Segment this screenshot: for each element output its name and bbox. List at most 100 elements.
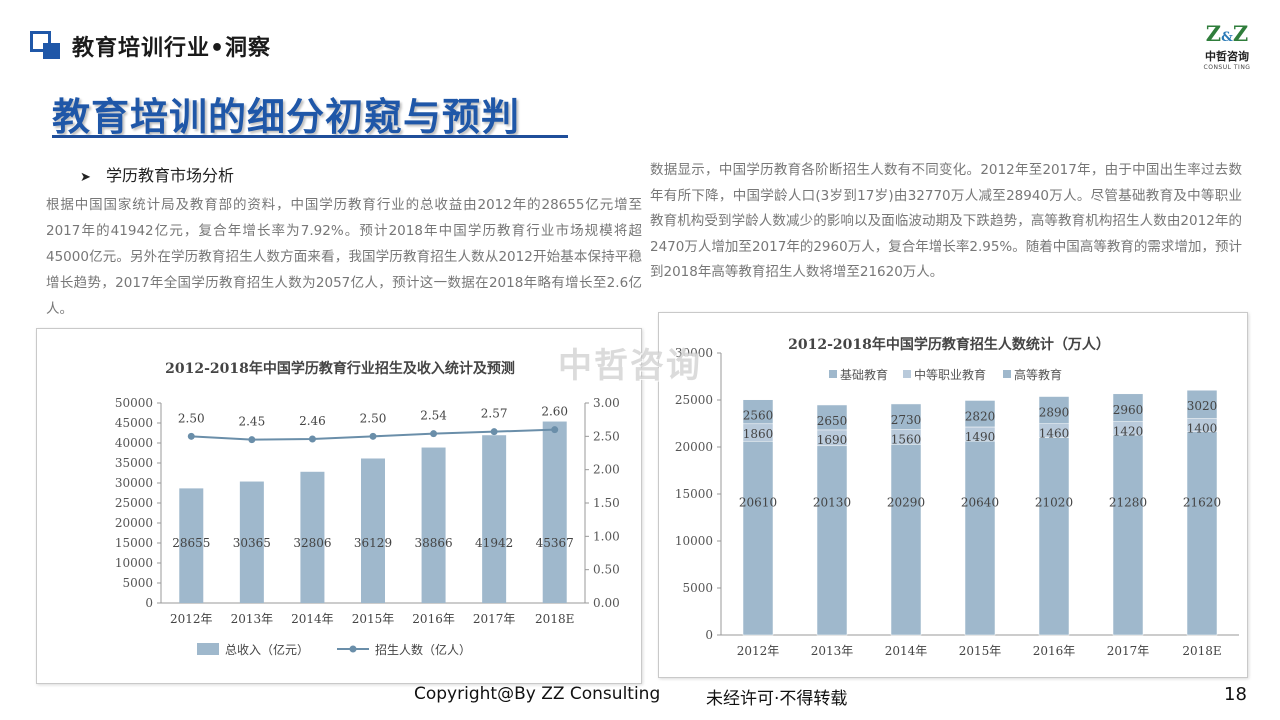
line-value-label: 2.50 bbox=[360, 411, 387, 425]
segment-value-label: 21020 bbox=[1035, 495, 1073, 509]
enrollment-stacked-chart-svg: 2012-2018年中国学历教育招生人数统计（万人） 基础教育 中等职业教育 高等教育… bbox=[675, 336, 1239, 658]
stacked-bar-segment bbox=[816, 404, 848, 431]
line-value-label: 2.57 bbox=[481, 407, 508, 421]
y2-tick-label: 0.50 bbox=[593, 563, 620, 577]
x-tick-label: 2017年 bbox=[1107, 644, 1150, 658]
segment-value-label: 2890 bbox=[1039, 406, 1070, 420]
x-tick-label: 2016年 bbox=[1033, 644, 1076, 658]
segment-value-label: 20290 bbox=[887, 495, 925, 509]
stacked-bar-segment bbox=[890, 403, 922, 430]
right-paragraph: 数据显示，中国学历教育各阶断招生人数有不同变化。2012年至2017年，由于中国… bbox=[650, 162, 1242, 280]
y2-tick-label: 3.00 bbox=[593, 396, 620, 410]
legend-swatch bbox=[1003, 370, 1011, 378]
segment-value-label: 1560 bbox=[891, 433, 922, 447]
x-tick-label: 2017年 bbox=[473, 612, 516, 626]
y-tick-label: 35000 bbox=[115, 456, 153, 470]
legend-label: 高等教育 bbox=[1014, 367, 1062, 382]
line-point bbox=[308, 435, 316, 443]
segment-value-label: 20610 bbox=[739, 495, 777, 509]
segment-value-label: 21620 bbox=[1183, 495, 1221, 509]
y-tick-label: 30000 bbox=[115, 476, 153, 490]
stacked-bar-segment bbox=[964, 440, 996, 636]
chart-title: 2012-2018年中国学历教育招生人数统计（万人） bbox=[788, 336, 1110, 353]
legend-marker-enrollment bbox=[349, 645, 357, 653]
page-title: 教育培训的细分初窥与预判 bbox=[52, 95, 521, 139]
arrow-bullet-icon: ➤ bbox=[80, 170, 91, 185]
y2-tick-label: 0.00 bbox=[593, 596, 620, 610]
x-tick-label: 2015年 bbox=[352, 612, 395, 626]
segment-value-label: 1490 bbox=[965, 430, 996, 444]
stacked-bar-segment bbox=[742, 399, 774, 425]
bar-value-label: 36129 bbox=[354, 536, 392, 550]
y-tick-label: 5000 bbox=[682, 581, 713, 595]
bullet-label: 学历教育市场分析 bbox=[106, 166, 235, 185]
page-number: 18 bbox=[1224, 684, 1247, 705]
stacked-bar-segment bbox=[890, 444, 922, 636]
line-value-label: 2.45 bbox=[238, 415, 265, 429]
y-tick-label: 40000 bbox=[115, 436, 153, 450]
bar bbox=[542, 421, 567, 603]
y-tick-label: 15000 bbox=[115, 536, 153, 550]
enrollment-stacked-chart: 2012-2018年中国学历教育招生人数统计（万人） 基础教育 中等职业教育 高等教育… bbox=[658, 312, 1248, 678]
stacked-bar-segment bbox=[1112, 393, 1144, 422]
bar-value-label: 32806 bbox=[293, 536, 331, 550]
stacked-bar-segment bbox=[1186, 431, 1218, 636]
footer-copyright: Copyright@By ZZ Consulting bbox=[414, 684, 661, 704]
y2-tick-label: 2.00 bbox=[593, 463, 620, 477]
line-value-label: 2.46 bbox=[299, 414, 326, 428]
bar bbox=[300, 471, 325, 603]
line-point bbox=[248, 436, 256, 444]
x-tick-label: 2014年 bbox=[291, 612, 334, 626]
line-value-label: 2.54 bbox=[420, 409, 447, 423]
segment-value-label: 20130 bbox=[813, 495, 851, 509]
stacked-bar-segment bbox=[1038, 437, 1070, 636]
stacked-bar-segment bbox=[742, 441, 774, 636]
y2-tick-label: 1.00 bbox=[593, 529, 620, 543]
bar-value-label: 38866 bbox=[414, 536, 452, 550]
logo-mark: Z&Z bbox=[1205, 21, 1249, 46]
segment-value-label: 21280 bbox=[1109, 495, 1147, 509]
x-tick-label: 2013年 bbox=[231, 612, 274, 626]
line-value-label: 2.60 bbox=[541, 405, 568, 419]
segment-value-label: 1460 bbox=[1039, 427, 1070, 441]
y2-tick-label: 2.50 bbox=[593, 429, 620, 443]
title-underline bbox=[52, 135, 568, 138]
legend-label-revenue: 总收入（亿元） bbox=[225, 642, 309, 657]
line-point bbox=[490, 428, 498, 436]
bar-value-label: 28655 bbox=[172, 536, 210, 550]
y-tick-label: 15000 bbox=[675, 487, 713, 501]
segment-value-label: 1690 bbox=[817, 433, 848, 447]
line-point bbox=[369, 432, 377, 440]
y-tick-label: 10000 bbox=[115, 556, 153, 570]
logo-en-name: CONSUL TING bbox=[1203, 64, 1251, 71]
footer-note: 未经许可·不得转载 bbox=[706, 689, 848, 709]
segment-value-label: 2650 bbox=[817, 414, 848, 428]
revenue-enrollment-chart-svg: 2012-2018年中国学历教育行业招生及收入统计及预测 0 5000 10000 15… bbox=[115, 360, 620, 657]
stacked-bar-segment bbox=[964, 400, 996, 428]
x-tick-label: 2013年 bbox=[811, 644, 854, 658]
brand-squares-icon bbox=[30, 31, 60, 59]
line-point bbox=[187, 432, 195, 440]
segment-value-label: 1420 bbox=[1113, 425, 1144, 439]
chart-title: 2012-2018年中国学历教育行业招生及收入统计及预测 bbox=[165, 360, 515, 377]
x-tick-label: 2012年 bbox=[170, 612, 213, 626]
section-title: 教育培训行业•洞察 bbox=[72, 36, 272, 61]
segment-value-label: 3020 bbox=[1187, 399, 1218, 413]
y-tick-label: 0 bbox=[705, 628, 713, 642]
bar bbox=[421, 447, 446, 603]
x-tick-label: 2016年 bbox=[412, 612, 455, 626]
line-point bbox=[430, 430, 438, 438]
y-tick-label: 25000 bbox=[675, 393, 713, 407]
revenue-enrollment-chart: 2012-2018年中国学历教育行业招生及收入统计及预测 0 5000 10000 15… bbox=[36, 328, 642, 684]
watermark: 中哲咨询 bbox=[558, 346, 702, 386]
x-tick-label: 2018E bbox=[535, 612, 574, 626]
x-tick-label: 2015年 bbox=[959, 644, 1002, 658]
stacked-bar-segment bbox=[1186, 389, 1218, 419]
legend-swatch bbox=[829, 370, 837, 378]
y-tick-label: 20000 bbox=[115, 516, 153, 530]
bullet-heading: ➤ 学历教育市场分析 bbox=[80, 162, 234, 186]
y-tick-label: 50000 bbox=[115, 396, 153, 410]
legend-swatch-revenue bbox=[197, 643, 219, 655]
legend-label-enrollment: 招生人数（亿人） bbox=[375, 642, 471, 657]
bar-value-label: 30365 bbox=[233, 536, 271, 550]
